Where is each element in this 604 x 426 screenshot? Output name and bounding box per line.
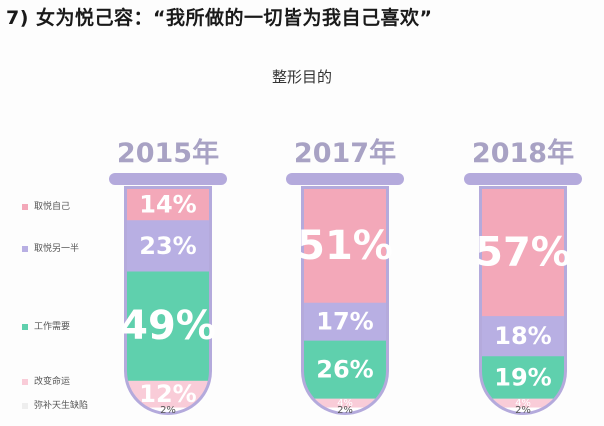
legend-label: 改变命运: [34, 375, 70, 387]
bar-segment: [304, 189, 386, 304]
category-label: 2018年: [472, 137, 574, 169]
category-label: 2015年: [117, 137, 219, 169]
bar-segment: [482, 189, 564, 317]
bar-value-label: 57%: [475, 230, 571, 276]
bar-segment: [482, 398, 564, 409]
bar-value-label: 4%: [515, 398, 531, 409]
bar-value-label: 26%: [316, 356, 373, 384]
bar-segment: [304, 340, 386, 400]
bar-value-label: 2%: [337, 405, 353, 416]
tube-rim: [109, 173, 227, 185]
bar-segment: [304, 398, 386, 409]
bar-segment: [482, 356, 564, 400]
bar-segment: [304, 302, 386, 342]
bar-value-label: 2%: [160, 405, 176, 416]
legend-swatch: [22, 324, 28, 330]
legend-label: 取悦另一半: [34, 242, 79, 254]
bar-value-label: 17%: [316, 308, 373, 336]
category-label: 2017年: [294, 137, 396, 169]
bar-value-label: 49%: [120, 303, 216, 349]
bar-segment: [304, 407, 386, 412]
legend-swatch: [22, 403, 28, 409]
bar-value-label: 23%: [139, 232, 196, 260]
bar-value-label: 14%: [139, 191, 196, 219]
bar-value-label: 18%: [494, 322, 551, 350]
bar-segment: [127, 220, 209, 273]
bar-segment: [482, 316, 564, 357]
chart-subtitle: 整形目的: [271, 68, 332, 86]
legend-swatch: [22, 379, 28, 385]
bar-segment: [127, 271, 209, 382]
legend-label: 弥补天生缺陷: [34, 399, 88, 411]
bar-value-label: 19%: [494, 363, 551, 391]
legend-label: 工作需要: [34, 320, 70, 332]
bar-segment: [127, 189, 209, 221]
bar-value-label: 51%: [297, 223, 393, 269]
tube-rim: [286, 173, 404, 185]
tube-segments: [304, 189, 386, 412]
tube-segments: [482, 189, 564, 412]
bar-value-label: 2%: [515, 405, 531, 416]
bar-segment: [482, 407, 564, 412]
legend-swatch: [22, 246, 28, 252]
bar-segment: [127, 407, 209, 412]
legend-swatch: [22, 204, 28, 210]
tube-rim: [464, 173, 582, 185]
page-heading: 7) 女为悦己容：“我所做的一切皆为我自己喜欢”: [6, 7, 433, 29]
tube-segments: [127, 189, 209, 412]
bar-value-label: 4%: [337, 398, 353, 409]
legend-label: 取悦自己: [34, 200, 70, 212]
bar-value-label: 12%: [139, 380, 196, 408]
